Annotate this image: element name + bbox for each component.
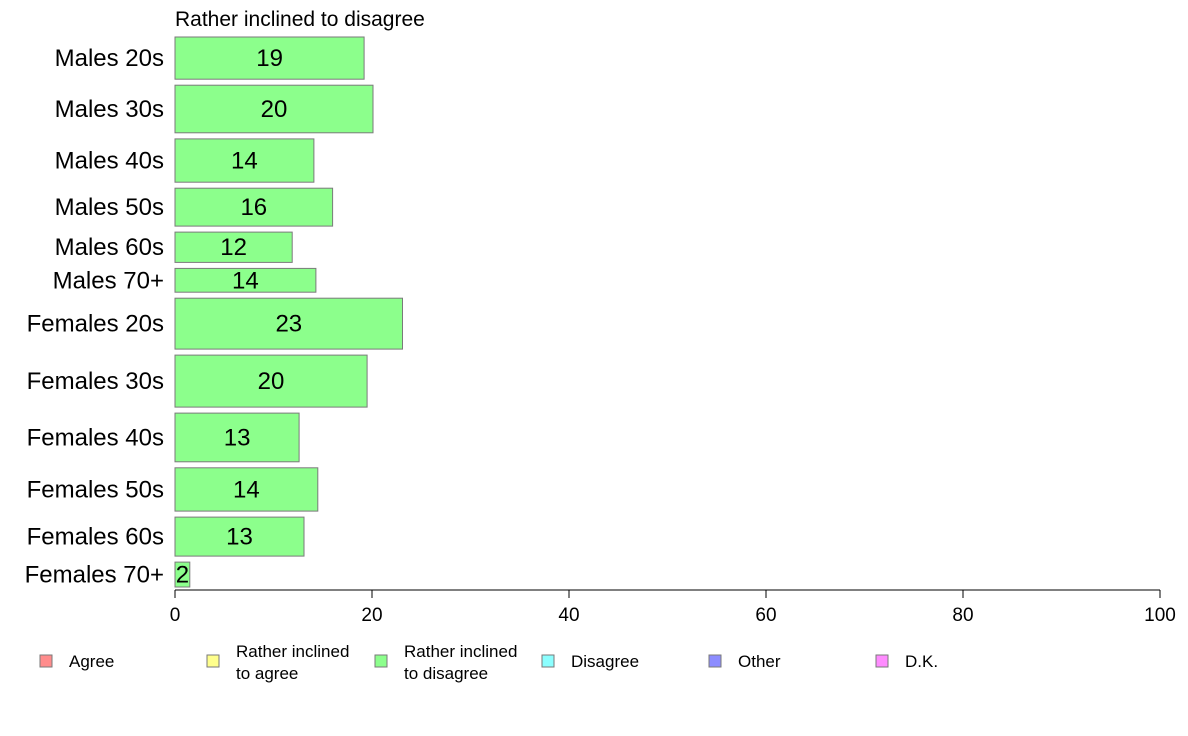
category-label: Females 70+ — [25, 562, 164, 589]
x-tick-label: 40 — [558, 605, 579, 626]
legend-swatch — [206, 654, 220, 668]
x-tick-label: 80 — [952, 605, 973, 626]
bar — [174, 267, 317, 293]
data-label: 20 — [258, 368, 285, 395]
bar — [174, 187, 334, 227]
bar — [174, 412, 300, 463]
legend-swatch — [541, 654, 555, 668]
legend-label: D.K. — [905, 652, 938, 671]
bar — [174, 516, 305, 557]
legend-label: Agree — [69, 652, 114, 671]
bar — [174, 467, 319, 512]
legend-label: Rather inclined — [236, 642, 349, 661]
legend-label: to agree — [236, 664, 298, 683]
data-label: 13 — [226, 524, 253, 551]
legend-swatch — [374, 654, 388, 668]
x-tick-label: 0 — [170, 605, 181, 626]
bar — [174, 354, 368, 408]
bar — [174, 84, 374, 134]
legend-label: to disagree — [404, 664, 488, 683]
category-label: Females 20s — [27, 311, 164, 338]
bars-group: Males 20s 19 Males 30s 20 Males 40s 14 Males 5… — [25, 36, 403, 589]
category-label: Males 40s — [55, 148, 164, 175]
data-label: 16 — [240, 194, 267, 221]
data-label: 13 — [224, 424, 251, 451]
bar — [174, 297, 403, 350]
legend-label: Disagree — [571, 652, 639, 671]
legend-swatch — [875, 654, 889, 668]
bar — [174, 138, 315, 183]
legend-label: Rather inclined — [404, 642, 517, 661]
x-tick-label: 60 — [755, 605, 776, 626]
data-label: 14 — [232, 267, 259, 294]
legend: Agree Rather inclined to agree Rather incli… — [39, 642, 938, 683]
data-label: 12 — [220, 234, 247, 261]
category-label: Males 20s — [55, 45, 164, 72]
category-label: Males 50s — [55, 194, 164, 221]
legend-swatch — [39, 654, 53, 668]
category-label: Males 60s — [55, 234, 164, 261]
bar — [174, 36, 365, 80]
data-label: 14 — [233, 477, 260, 504]
bar — [174, 561, 191, 588]
legend-swatch — [708, 654, 722, 668]
data-label: 20 — [261, 96, 288, 123]
x-axis: 0 20 40 60 80 100 — [170, 589, 1176, 626]
chart-title: Rather inclined to disagree — [175, 8, 425, 31]
data-label: 19 — [256, 45, 283, 72]
x-tick-label: 100 — [1144, 605, 1176, 626]
category-label: Females 30s — [27, 368, 164, 395]
x-tick-label: 20 — [361, 605, 382, 626]
category-label: Females 50s — [27, 477, 164, 504]
data-label: 2 — [176, 562, 189, 589]
category-label: Females 40s — [27, 424, 164, 451]
bar — [174, 231, 293, 263]
legend-label: Other — [738, 652, 781, 671]
category-label: Males 70+ — [53, 267, 164, 294]
data-label: 23 — [275, 311, 302, 338]
category-label: Males 30s — [55, 96, 164, 123]
data-label: 14 — [231, 148, 258, 175]
category-label: Females 60s — [27, 524, 164, 551]
